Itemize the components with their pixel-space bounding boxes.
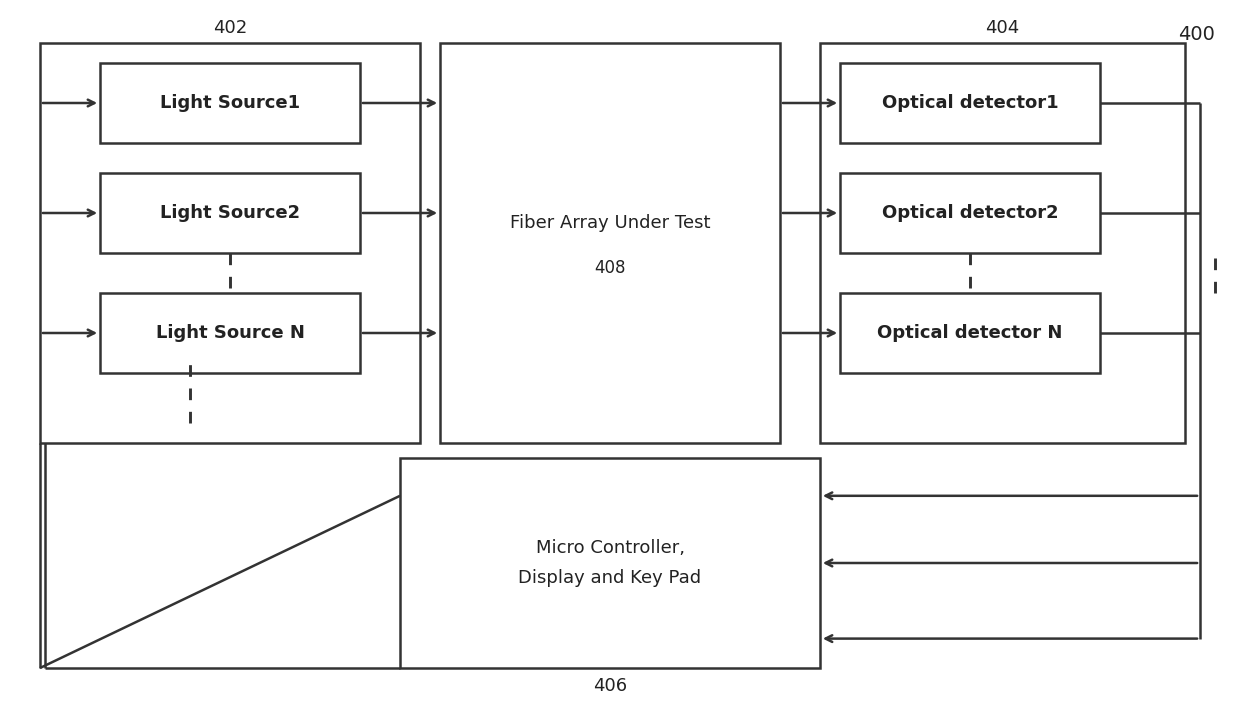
Text: Optical detector1: Optical detector1: [882, 94, 1058, 112]
Bar: [100, 293, 360, 373]
Bar: [401, 458, 820, 668]
Text: Optical detector2: Optical detector2: [882, 204, 1058, 222]
Text: Fiber Array Under Test: Fiber Array Under Test: [510, 214, 711, 232]
Text: Light Source1: Light Source1: [160, 94, 300, 112]
Text: 400: 400: [1178, 25, 1215, 44]
Bar: [839, 63, 1100, 143]
Text: Light Source N: Light Source N: [155, 324, 305, 342]
Text: Display and Key Pad: Display and Key Pad: [518, 569, 702, 587]
Text: 402: 402: [213, 19, 247, 37]
Bar: [440, 43, 780, 443]
Bar: [839, 173, 1100, 253]
Text: Micro Controller,: Micro Controller,: [536, 539, 684, 557]
Text: Optical detector N: Optical detector N: [878, 324, 1063, 342]
Bar: [100, 63, 360, 143]
Text: 406: 406: [593, 677, 627, 695]
Text: Light Source2: Light Source2: [160, 204, 300, 222]
Bar: [40, 43, 420, 443]
Bar: [100, 173, 360, 253]
Bar: [820, 43, 1185, 443]
Text: 408: 408: [594, 259, 626, 277]
Bar: [839, 293, 1100, 373]
Text: 404: 404: [986, 19, 1019, 37]
